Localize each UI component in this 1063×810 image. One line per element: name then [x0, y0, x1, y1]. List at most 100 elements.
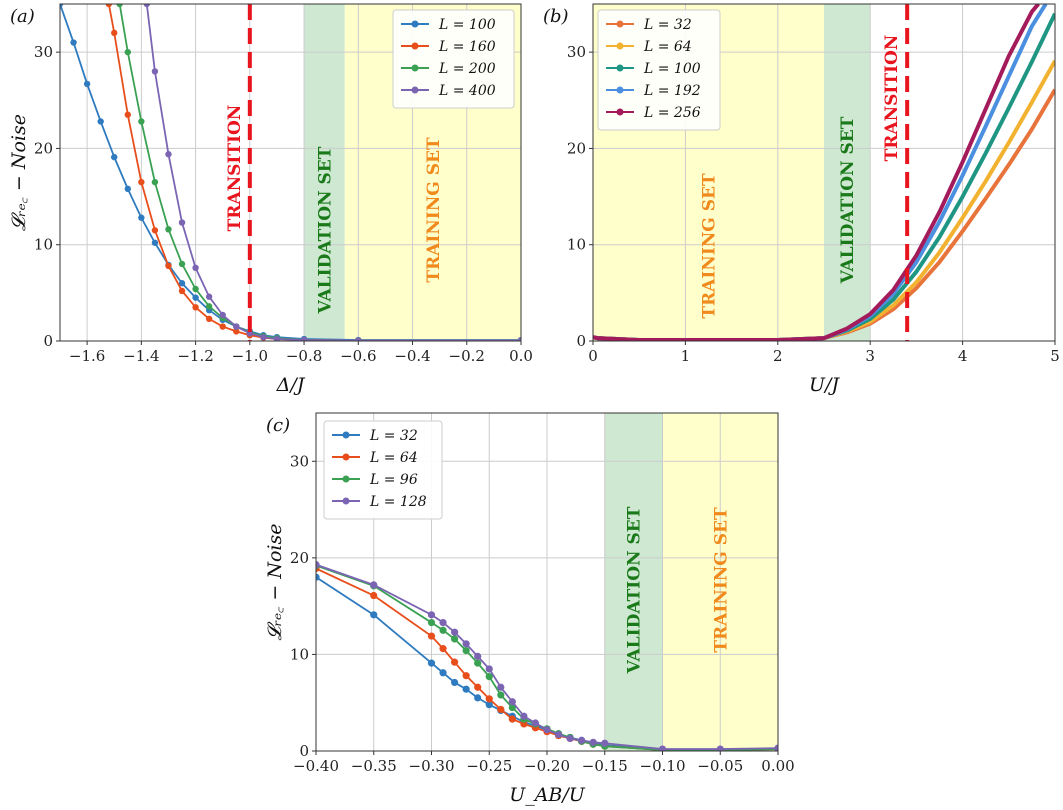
data-point — [439, 645, 447, 653]
data-point — [111, 29, 118, 37]
legend-swatch-marker — [411, 64, 419, 72]
data-point — [219, 311, 226, 319]
data-point — [462, 646, 470, 655]
x-tick-label: 4 — [958, 347, 968, 365]
data-point — [138, 118, 145, 125]
data-point — [439, 669, 447, 677]
data-point — [589, 738, 597, 746]
legend-entry: L = 32 — [643, 17, 692, 33]
y-tick-label: 30 — [290, 452, 309, 470]
data-point — [260, 333, 267, 341]
data-point — [178, 219, 186, 226]
legend: L = 32 L = 64 L = 100 L = 192 L = 256 — [597, 9, 721, 131]
legend-entry: L = 32 — [369, 428, 418, 444]
legend-swatch-marker — [616, 20, 624, 28]
data-point — [485, 701, 493, 709]
legend-box — [392, 9, 515, 109]
x-tick-label: −0.30 — [409, 757, 455, 775]
data-point — [474, 652, 482, 660]
series-group — [316, 561, 778, 751]
data-point — [70, 39, 77, 46]
y-tick-label: 0 — [299, 742, 309, 760]
legend-swatch-marker — [342, 453, 350, 461]
validation-region — [604, 413, 663, 751]
data-point — [205, 293, 213, 300]
data-point — [451, 628, 459, 636]
data-point — [60, 4, 64, 8]
validation-set-label: VALIDATION SET — [838, 116, 858, 284]
x-tick-label: 1 — [681, 347, 691, 365]
y-axis-label: 𝓛ᵣₑ꜀ − Noise — [8, 114, 30, 231]
legend-swatch-marker — [616, 42, 624, 50]
data-point — [508, 715, 516, 723]
legend-swatch-marker — [616, 108, 624, 116]
data-point — [370, 581, 378, 589]
x-tick-label: −0.6 — [340, 347, 376, 365]
x-tick-label: −0.35 — [351, 757, 397, 775]
data-point — [138, 214, 145, 221]
legend-swatch-marker — [342, 497, 350, 505]
x-axis-label: U/J — [809, 374, 840, 396]
y-tick-label: 30 — [567, 43, 586, 61]
training-set-label: TRAINING SET — [424, 137, 444, 283]
panel-2: VALIDATION SET TRAINING SET −0.40 −0.35 −0.3… — [264, 412, 795, 806]
y-tick-label: 10 — [290, 645, 309, 663]
y-axis-label: 𝓛ᵣₑ꜀ − Noise — [264, 524, 286, 641]
data-point — [554, 730, 563, 739]
data-point — [543, 726, 551, 734]
y-tick-label: 10 — [567, 236, 586, 254]
y-tick-label: 0 — [43, 332, 53, 350]
data-point — [370, 591, 378, 600]
data-point — [462, 685, 470, 693]
panel-tag: (b) — [543, 6, 569, 27]
data-point — [508, 698, 516, 706]
data-point — [97, 118, 104, 125]
legend-swatch-marker — [342, 475, 350, 483]
data-point — [138, 178, 145, 186]
legend-swatch-marker — [411, 42, 419, 50]
data-point — [192, 285, 199, 293]
x-tick-label: −0.05 — [697, 757, 743, 775]
data-point — [151, 178, 159, 186]
data-point — [508, 703, 516, 712]
data-point — [451, 658, 459, 666]
legend: L = 32 L = 64 L = 96 L = 128 — [323, 420, 443, 520]
x-axis-label: U_AB/U — [509, 784, 586, 806]
data-point — [316, 561, 320, 569]
training-set-label: TRAINING SET — [700, 173, 720, 319]
data-point — [451, 678, 459, 687]
legend-entry: L = 200 — [438, 61, 496, 77]
x-tick-label: −1.0 — [232, 347, 268, 365]
data-point — [205, 315, 213, 323]
data-point — [531, 719, 540, 727]
legend-swatch-marker — [616, 64, 624, 72]
y-tick-label: 20 — [567, 139, 586, 157]
training-set-label: TRAINING SET — [711, 507, 731, 653]
data-point — [192, 264, 199, 272]
series-line-3 — [145, 4, 521, 341]
x-tick-label: −1.4 — [123, 347, 159, 365]
x-tick-label: −1.2 — [177, 347, 213, 365]
x-tick-label: 2 — [773, 347, 783, 365]
x-tick-label: −0.40 — [293, 757, 339, 775]
data-point — [474, 694, 482, 702]
series-group — [60, 4, 521, 341]
data-point — [192, 304, 199, 311]
data-point — [316, 573, 320, 581]
x-tick-label: −0.10 — [640, 757, 686, 775]
data-point — [165, 262, 172, 270]
validation-region — [304, 4, 345, 341]
validation-region — [824, 4, 871, 341]
data-point — [474, 659, 482, 667]
data-point — [151, 239, 159, 246]
data-point — [178, 280, 186, 287]
x-tick-label: 0 — [588, 347, 598, 365]
data-point — [151, 68, 159, 75]
data-point — [497, 691, 505, 699]
legend-swatch-marker — [342, 431, 350, 439]
data-point — [205, 303, 213, 310]
data-point — [233, 328, 240, 335]
data-point — [165, 226, 172, 233]
data-point — [658, 745, 667, 751]
